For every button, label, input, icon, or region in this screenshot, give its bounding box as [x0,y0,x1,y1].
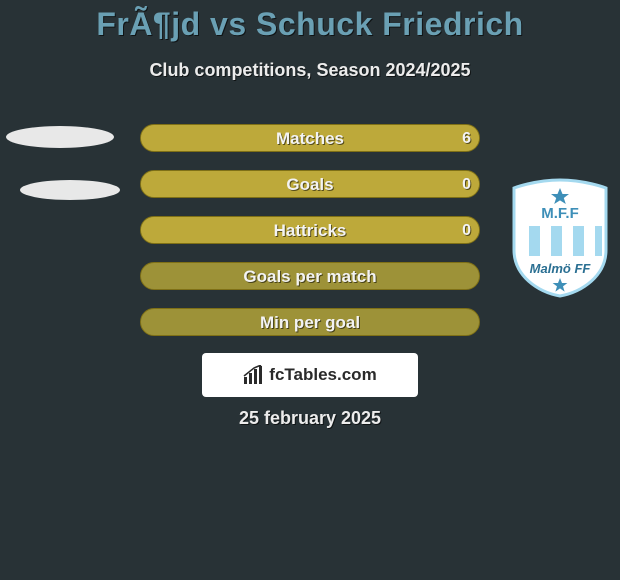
club-logo: M.F.F Malmö FF [510,178,610,298]
page-subtitle: Club competitions, Season 2024/2025 [0,60,620,81]
stat-bar: Goals per match [140,262,480,290]
player-placeholder-ellipse [6,126,114,148]
stat-bar-fill [141,125,479,151]
stat-bar: Min per goal [140,308,480,336]
stat-label: Min per goal [141,309,479,337]
stat-bar: Matches 6 [140,124,480,152]
stat-right-value: 0 [462,217,471,245]
club-initials: M.F.F [541,205,579,222]
date-label: 25 february 2025 [0,408,620,429]
stat-right-value: 0 [462,171,471,199]
player-placeholder-ellipse [20,180,120,200]
stat-bar-fill [141,217,479,243]
chart-icon [243,365,263,385]
stat-label: Goals per match [141,263,479,291]
stat-bar-fill [141,171,479,197]
comparison-infographic: FrÃ¶jd vs Schuck Friedrich Club competit… [0,0,620,580]
page-title: FrÃ¶jd vs Schuck Friedrich [0,6,620,43]
club-name-label: Malmö FF [530,261,592,276]
watermark-box: fcTables.com [202,353,418,397]
stat-bar: Goals 0 [140,170,480,198]
watermark-text: fcTables.com [269,365,376,385]
stat-bar: Hattricks 0 [140,216,480,244]
stat-right-value: 6 [462,125,471,153]
